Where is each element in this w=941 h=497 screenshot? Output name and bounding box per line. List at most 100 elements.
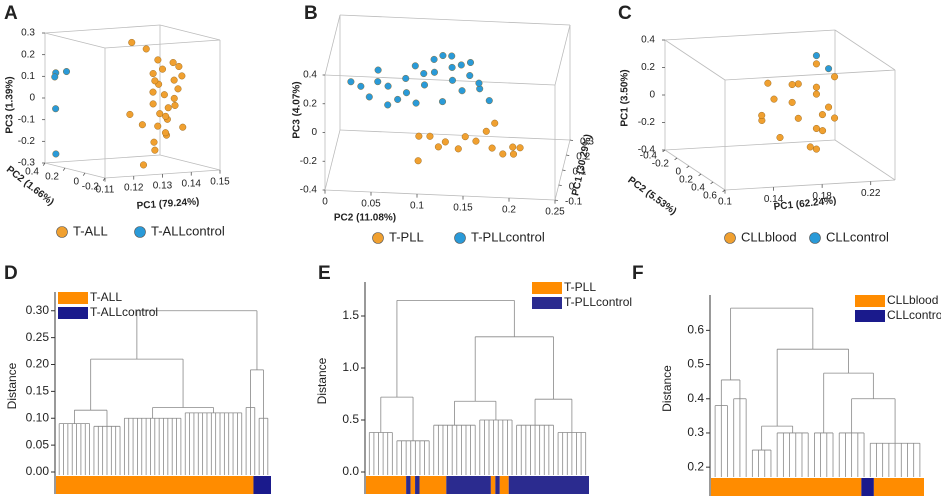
- point: [171, 101, 179, 109]
- tick-label: 0.4: [641, 35, 655, 46]
- tick-label: 0.1: [410, 201, 424, 212]
- box-edge: [159, 154, 221, 171]
- point: [138, 121, 146, 129]
- point: [806, 143, 814, 151]
- point: [510, 150, 518, 158]
- point: [164, 104, 172, 112]
- box-edge: [834, 29, 896, 71]
- group-bar: [499, 476, 509, 494]
- legend-label: CLLblood: [887, 293, 938, 307]
- tick-label: -0.1: [18, 114, 36, 125]
- point: [430, 55, 438, 63]
- panel-label: F: [632, 263, 644, 284]
- point: [365, 93, 373, 101]
- point: [475, 79, 483, 87]
- point: [374, 66, 382, 74]
- legend-label: CLLblood: [741, 229, 797, 244]
- tick-mark: [42, 162, 46, 166]
- tick-label: 0.1: [573, 167, 587, 178]
- legend-marker: [134, 226, 146, 238]
- point: [434, 143, 442, 151]
- tick-mark: [698, 173, 702, 177]
- legend-swatch: [855, 295, 885, 307]
- point: [402, 74, 410, 82]
- point: [439, 52, 447, 60]
- tick-label: 0.2: [576, 152, 590, 163]
- tick-mark: [686, 165, 690, 169]
- panel-label: B: [304, 3, 318, 24]
- group-bar: [419, 476, 447, 494]
- point: [411, 62, 419, 70]
- group-bar: [406, 476, 411, 494]
- tick-label: -0.2: [638, 117, 656, 128]
- y-tick-label: 0.3: [687, 425, 704, 439]
- point: [139, 161, 147, 169]
- point: [179, 123, 187, 131]
- legend-marker: [56, 226, 68, 238]
- tick-label: 0.22: [861, 188, 881, 199]
- y-tick-label: 0.25: [26, 330, 50, 344]
- tick-label: -0.4: [638, 145, 656, 156]
- tick-label: 0.12: [124, 183, 144, 194]
- box-edge: [339, 14, 571, 26]
- point: [151, 77, 159, 85]
- point: [160, 91, 168, 99]
- legend-label: T-PLL: [389, 229, 424, 244]
- point: [758, 111, 766, 119]
- tick-label: 0.2: [679, 175, 693, 186]
- group-bar: [711, 478, 862, 496]
- tick-mark: [566, 154, 570, 156]
- tick-label: 0: [649, 90, 655, 101]
- legend-label: CLLcontrol: [887, 308, 941, 322]
- tick-mark: [569, 139, 574, 141]
- group-bar: [56, 476, 254, 494]
- box-edge: [104, 39, 221, 49]
- tick-label: 0: [311, 127, 317, 138]
- y-tick-label: 0.4: [687, 391, 704, 405]
- tick-label: 0.2: [502, 205, 516, 216]
- tick-label: 0: [73, 177, 79, 188]
- point: [491, 119, 499, 127]
- point: [818, 111, 826, 119]
- legend-label: T-ALL: [90, 290, 122, 304]
- point: [430, 68, 438, 76]
- point: [812, 83, 820, 91]
- point: [374, 78, 382, 86]
- axis-title: PC2 (11.08%): [334, 213, 396, 224]
- point: [142, 45, 150, 53]
- point: [788, 81, 796, 89]
- axis-title: Distance: [660, 365, 674, 412]
- legend-marker: [809, 232, 821, 244]
- tick-label: 0.2: [45, 172, 59, 183]
- box-edge: [44, 154, 161, 164]
- panel-label: A: [4, 3, 18, 24]
- tick-label: 0.11: [96, 185, 115, 196]
- y-tick-label: 0.30: [26, 303, 50, 317]
- group-bar: [410, 476, 416, 494]
- tick-label: 0.4: [25, 167, 39, 178]
- point: [169, 59, 177, 67]
- tick-label: 0.2: [303, 98, 317, 109]
- point: [472, 137, 480, 145]
- box-edge: [554, 24, 571, 86]
- tick-label: -0.4: [300, 185, 318, 196]
- box-edge: [324, 14, 341, 76]
- tick-label: -0.3: [18, 158, 36, 169]
- box-edge: [159, 24, 221, 41]
- tick-label: 0.15: [453, 203, 473, 214]
- point: [384, 101, 392, 109]
- panel-label: D: [4, 263, 18, 284]
- box-edge: [664, 39, 726, 81]
- point: [412, 99, 420, 107]
- y-tick-label: 0.0: [342, 464, 359, 478]
- group-bar: [508, 476, 589, 494]
- tick-label: 0.2: [641, 62, 655, 73]
- point: [457, 61, 465, 69]
- point: [776, 133, 784, 141]
- point: [402, 89, 410, 97]
- axis-title: PC3 (1.39%): [5, 76, 16, 133]
- group-bar: [873, 478, 924, 496]
- point: [439, 98, 447, 106]
- group-bar: [490, 476, 496, 494]
